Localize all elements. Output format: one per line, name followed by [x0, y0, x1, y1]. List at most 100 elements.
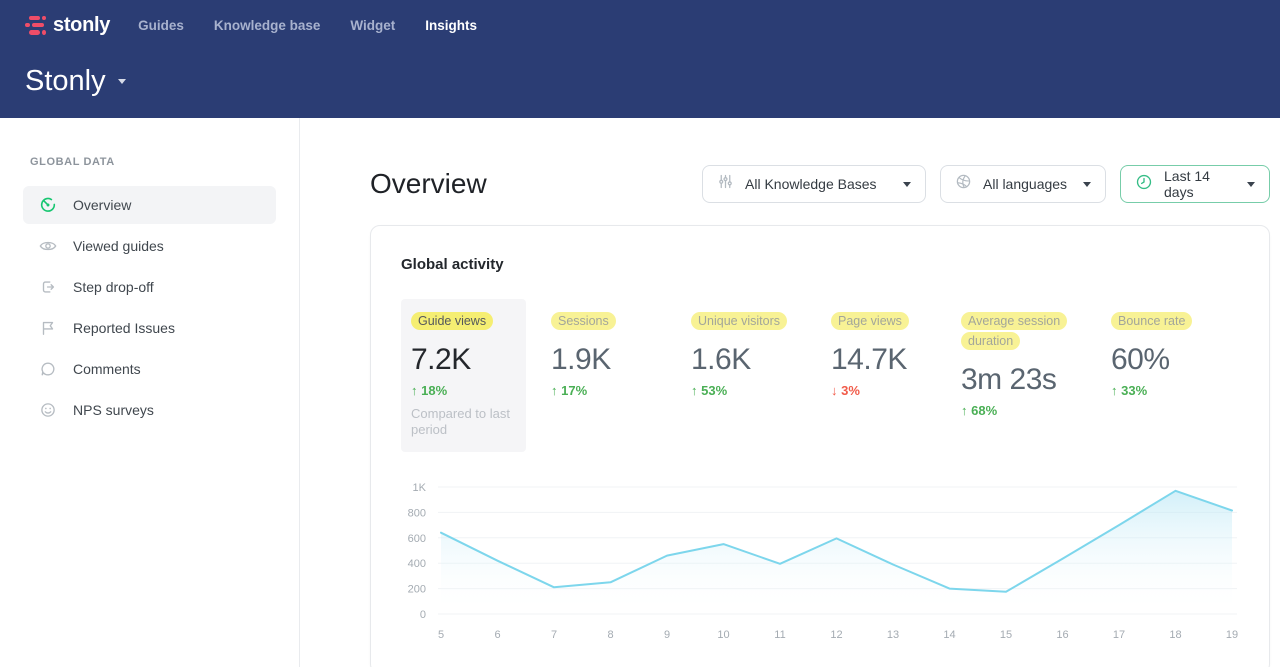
metric-bounce-rate[interactable]: Bounce rate 60% ↑ 33%: [1111, 299, 1239, 398]
metric-change: 3%: [841, 383, 860, 398]
svg-text:800: 800: [408, 507, 426, 519]
svg-text:5: 5: [438, 629, 444, 641]
page-title: Overview: [370, 168, 487, 199]
arrow-up-icon: ↑: [1111, 383, 1118, 398]
chevron-down-icon: [117, 79, 126, 84]
svg-text:14: 14: [943, 629, 955, 641]
stonly-logo[interactable]: stonly: [25, 14, 110, 37]
nav-item-insights[interactable]: Insights: [425, 17, 478, 33]
svg-text:13: 13: [887, 629, 899, 641]
arrow-up-icon: ↑: [961, 403, 968, 418]
svg-text:7: 7: [551, 629, 557, 641]
nav-item-knowledge-base[interactable]: Knowledge base: [213, 17, 321, 33]
workspace-switcher[interactable]: Stonly: [25, 65, 1280, 98]
metric-avg-session-duration[interactable]: Average session duration 3m 23s ↑ 68%: [961, 299, 1111, 418]
sliders-icon: [717, 173, 734, 195]
arrow-down-icon: ↓: [831, 383, 838, 398]
gauge-icon: [39, 196, 57, 214]
chevron-down-icon: [1083, 181, 1091, 187]
workspace-title: Stonly: [25, 65, 106, 97]
sidebar-item-viewed-guides[interactable]: Viewed guides: [23, 227, 276, 265]
svg-text:18: 18: [1169, 629, 1181, 641]
eye-icon: [39, 237, 57, 255]
svg-text:6: 6: [494, 629, 500, 641]
clock-icon: [1135, 173, 1153, 196]
logo-text: stonly: [53, 13, 111, 36]
svg-text:12: 12: [830, 629, 842, 641]
global-activity-card: Global activity Guide views 7.2K ↑ 18% C…: [370, 225, 1270, 667]
smiley-icon: [39, 401, 57, 419]
metric-label: Unique visitors: [691, 312, 787, 330]
metric-value: 14.7K: [831, 343, 907, 376]
svg-text:1K: 1K: [413, 482, 427, 494]
sidebar: GLOBAL DATA Overview Viewed guides Step …: [0, 118, 300, 667]
sidebar-item-label: Comments: [73, 361, 141, 377]
date-range-filter[interactable]: Last 14 days: [1120, 165, 1270, 203]
metric-change: 17%: [561, 383, 588, 398]
svg-text:8: 8: [607, 629, 613, 641]
svg-text:19: 19: [1226, 629, 1238, 641]
top-navbar: stonly Guides Knowledge base Widget Insi…: [0, 0, 1280, 118]
language-filter[interactable]: All languages: [940, 165, 1106, 203]
metric-page-views[interactable]: Page views 14.7K ↓ 3%: [831, 299, 961, 398]
metric-change: 33%: [1121, 383, 1148, 398]
arrow-up-icon: ↑: [551, 383, 558, 398]
filter-bar: All Knowledge Bases All languages Last 1…: [702, 165, 1270, 203]
knowledge-base-filter[interactable]: All Knowledge Bases: [702, 165, 926, 203]
metric-label: Sessions: [551, 312, 616, 330]
metric-label: Average session duration: [961, 312, 1068, 350]
metrics-row: Guide views 7.2K ↑ 18% Compared to last …: [401, 299, 1239, 452]
flag-icon: [39, 319, 57, 337]
svg-text:17: 17: [1113, 629, 1125, 641]
metric-value: 1.6K: [691, 343, 751, 376]
metric-note: Compared to last period: [411, 406, 510, 437]
svg-text:11: 11: [774, 629, 785, 641]
metric-value: 60%: [1111, 343, 1170, 376]
sidebar-item-label: Reported Issues: [73, 320, 175, 336]
svg-text:16: 16: [1056, 629, 1068, 641]
sidebar-item-step-drop-off[interactable]: Step drop-off: [23, 268, 276, 306]
comment-icon: [39, 360, 57, 378]
arrow-up-icon: ↑: [691, 383, 698, 398]
metric-unique-visitors[interactable]: Unique visitors 1.6K ↑ 53%: [691, 299, 831, 398]
main-nav: Guides Knowledge base Widget Insights: [138, 18, 477, 33]
svg-text:10: 10: [717, 629, 729, 641]
card-title: Global activity: [401, 256, 504, 273]
svg-text:15: 15: [1000, 629, 1012, 641]
metric-label: Page views: [831, 312, 909, 330]
metric-value: 1.9K: [551, 343, 611, 376]
sidebar-item-overview[interactable]: Overview: [23, 186, 276, 224]
svg-text:200: 200: [408, 584, 426, 596]
metric-guide-views[interactable]: Guide views 7.2K ↑ 18% Compared to last …: [401, 299, 526, 452]
sidebar-item-nps-surveys[interactable]: NPS surveys: [23, 391, 276, 429]
filter-label: All Knowledge Bases: [745, 176, 877, 192]
metric-change: 18%: [421, 383, 448, 398]
sidebar-item-label: NPS surveys: [73, 402, 154, 418]
metric-change: 68%: [971, 403, 998, 418]
chevron-down-icon: [903, 181, 911, 187]
stonly-logo-icon: [25, 15, 46, 35]
sidebar-section-label: GLOBAL DATA: [30, 156, 115, 168]
nav-item-widget[interactable]: Widget: [350, 17, 396, 33]
svg-text:9: 9: [664, 629, 670, 641]
sidebar-item-label: Overview: [73, 197, 132, 213]
metric-label: Bounce rate: [1111, 312, 1193, 330]
main-content: Overview All Knowledge Bases All languag…: [300, 118, 1280, 667]
sidebar-item-label: Step drop-off: [73, 279, 154, 295]
filter-label: All languages: [983, 176, 1068, 192]
globe-icon: [955, 173, 972, 195]
global-activity-chart: 0 200 400 600 800 1K 5 6 7 8 9 10 11 12 13 14 15 16 17 18 19: [401, 470, 1239, 653]
filter-label: Last 14 days: [1164, 168, 1210, 200]
step-exit-icon: [39, 278, 57, 296]
arrow-up-icon: ↑: [411, 383, 418, 398]
sidebar-item-label: Viewed guides: [73, 238, 164, 254]
svg-text:400: 400: [408, 558, 426, 570]
svg-text:600: 600: [408, 533, 426, 545]
sidebar-item-comments[interactable]: Comments: [23, 350, 276, 388]
metric-sessions[interactable]: Sessions 1.9K ↑ 17%: [551, 299, 691, 398]
nav-item-guides[interactable]: Guides: [138, 17, 184, 33]
metric-change: 53%: [701, 383, 728, 398]
sidebar-item-reported-issues[interactable]: Reported Issues: [23, 309, 276, 347]
metric-label: Guide views: [411, 312, 494, 330]
svg-text:0: 0: [420, 609, 426, 621]
